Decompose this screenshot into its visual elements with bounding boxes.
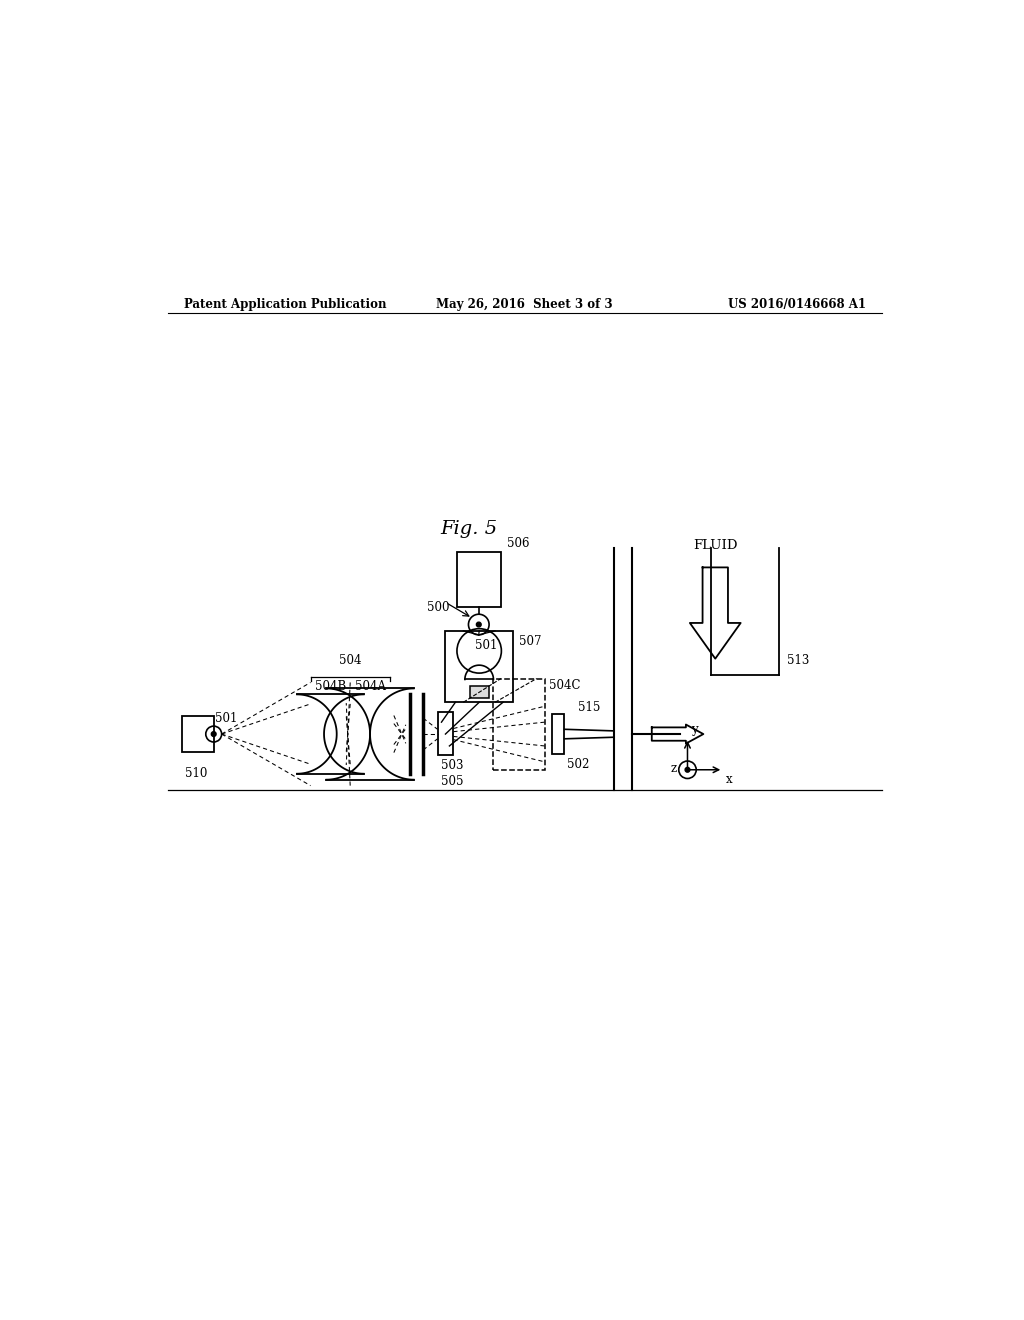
Bar xyxy=(470,685,488,698)
Text: 503: 503 xyxy=(441,759,464,772)
Text: z: z xyxy=(671,762,677,775)
Text: 507: 507 xyxy=(519,635,542,648)
Circle shape xyxy=(476,622,481,627)
Text: 505: 505 xyxy=(441,775,464,788)
Text: US 2016/0146668 A1: US 2016/0146668 A1 xyxy=(728,297,866,310)
Text: x: x xyxy=(726,774,732,785)
Text: 515: 515 xyxy=(578,701,600,714)
Text: 504C: 504C xyxy=(549,678,581,692)
Text: 506: 506 xyxy=(507,537,529,550)
Text: 504: 504 xyxy=(339,653,361,667)
Bar xyxy=(552,714,564,754)
Bar xyxy=(494,678,545,770)
Text: 500: 500 xyxy=(427,601,450,614)
Text: 502: 502 xyxy=(567,758,589,771)
Bar xyxy=(437,711,454,755)
Text: 504B: 504B xyxy=(314,681,346,693)
Text: Patent Application Publication: Patent Application Publication xyxy=(183,297,386,310)
Bar xyxy=(445,631,513,702)
Text: 510: 510 xyxy=(185,767,208,780)
Text: May 26, 2016  Sheet 3 of 3: May 26, 2016 Sheet 3 of 3 xyxy=(436,297,613,310)
Circle shape xyxy=(685,767,690,772)
Text: 501: 501 xyxy=(215,711,238,725)
Text: 501: 501 xyxy=(475,639,498,652)
Bar xyxy=(458,552,501,607)
Text: FLUID: FLUID xyxy=(693,539,737,552)
Text: 504A: 504A xyxy=(354,681,386,693)
Bar xyxy=(182,715,214,752)
Text: y: y xyxy=(691,723,698,737)
Circle shape xyxy=(211,731,216,737)
Text: Fig. 5: Fig. 5 xyxy=(440,520,498,537)
Text: 513: 513 xyxy=(786,653,809,667)
